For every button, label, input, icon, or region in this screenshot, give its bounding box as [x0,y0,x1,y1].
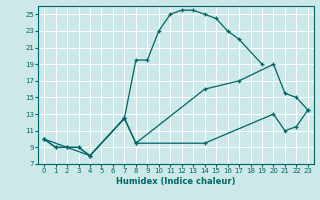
X-axis label: Humidex (Indice chaleur): Humidex (Indice chaleur) [116,177,236,186]
